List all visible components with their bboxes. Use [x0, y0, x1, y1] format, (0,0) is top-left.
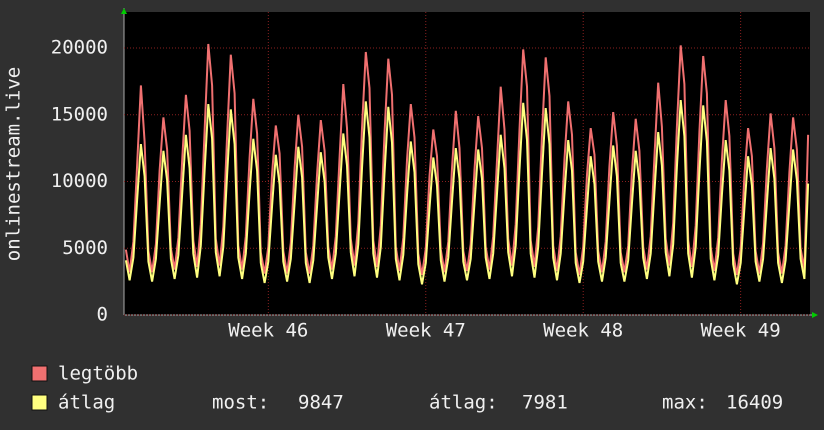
series-line — [124, 43, 810, 276]
stat-label: most: — [212, 392, 269, 414]
axis-arrow — [812, 312, 818, 318]
x-tick-label: Week 47 — [386, 320, 466, 342]
y-tick-label: 0 — [97, 304, 108, 326]
stat-value: 9847 — [298, 392, 344, 414]
y-tick-label: 15000 — [51, 103, 108, 125]
y-tick-label: 20000 — [51, 37, 108, 59]
legend-swatch — [31, 394, 48, 411]
x-tick-label: Week 46 — [228, 320, 308, 342]
stat-label: átlag: — [429, 392, 498, 414]
series-line — [124, 99, 810, 285]
stat-value: 7981 — [522, 392, 568, 414]
x-tick-label: Week 49 — [701, 320, 781, 342]
legend-label: átlag — [58, 392, 115, 414]
stat-label: max: — [662, 392, 708, 414]
legend-label: legtöbb — [58, 363, 138, 385]
x-tick-label: Week 48 — [543, 320, 623, 342]
y-tick-label: 10000 — [51, 170, 108, 192]
axis-arrow — [121, 8, 127, 14]
y-tick-label: 5000 — [62, 237, 108, 259]
legend-swatch — [31, 365, 48, 382]
y-axis-label: onlinestream.live — [3, 67, 25, 261]
stat-value: 16409 — [726, 392, 783, 414]
